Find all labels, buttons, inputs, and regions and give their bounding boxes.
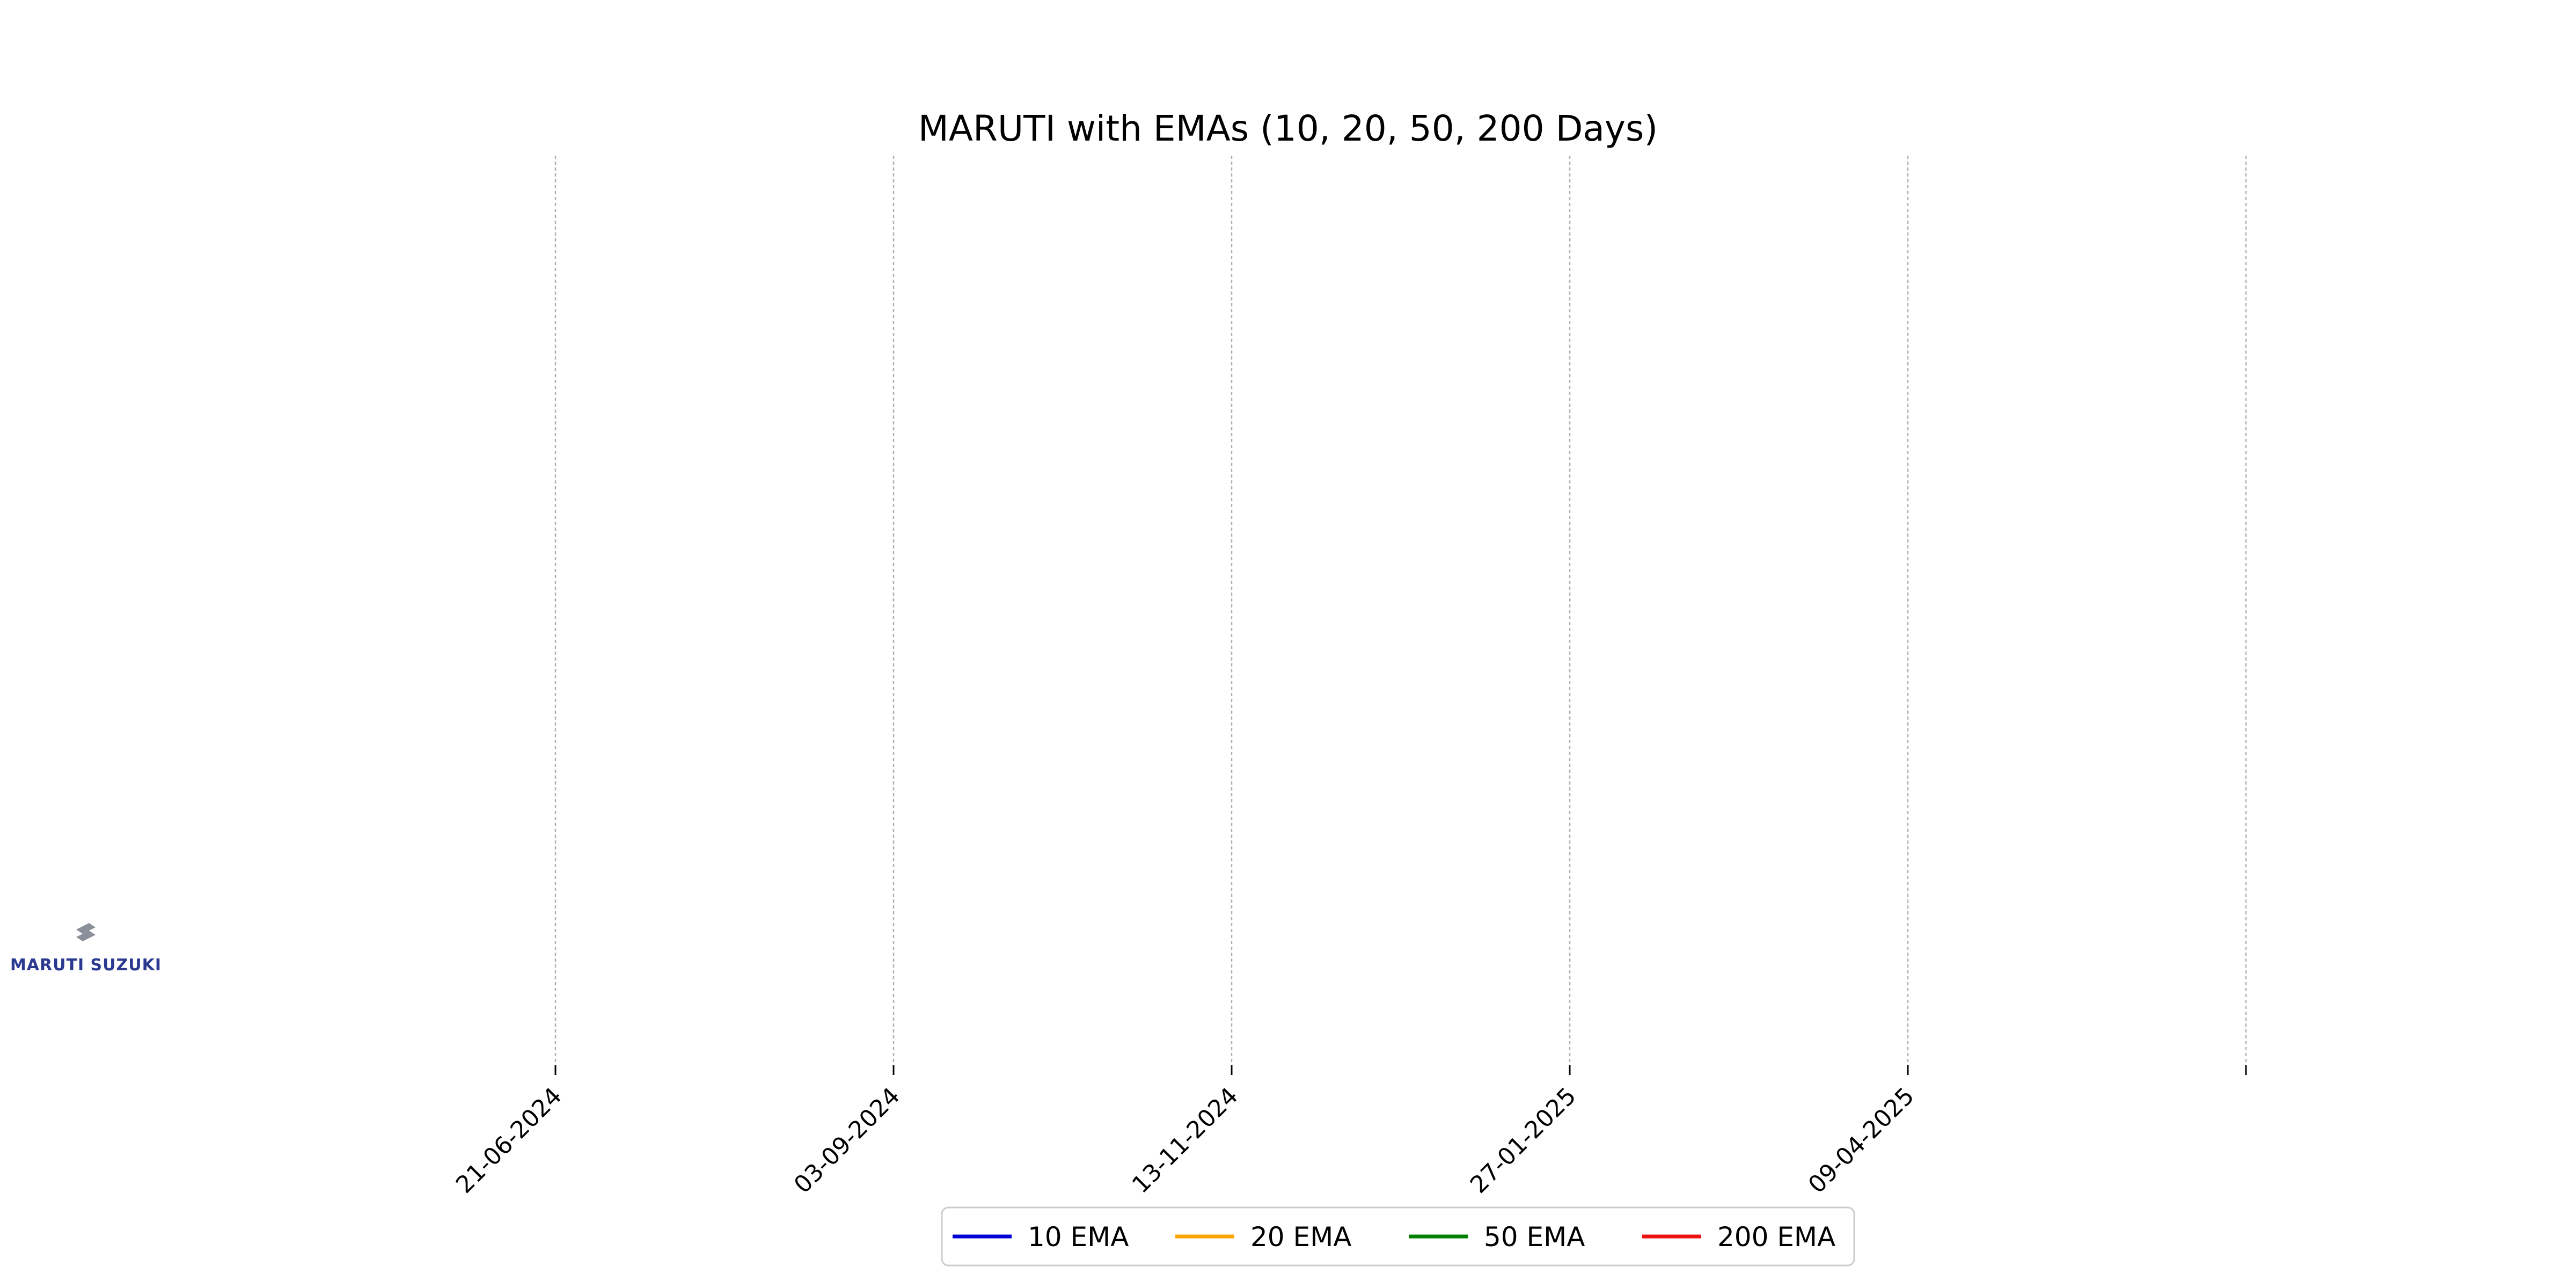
logo-text: MARUTI SUZUKI <box>10 956 162 975</box>
legend: 10 EMA 20 EMA 50 EMA 200 EMA <box>941 1206 1855 1267</box>
grid <box>554 156 2247 1068</box>
legend-label: 10 EMA <box>1028 1221 1129 1253</box>
chart-title: MARUTI with EMAs (10, 20, 50, 200 Days) <box>918 108 1658 149</box>
legend-label: 20 EMA <box>1250 1221 1351 1253</box>
x-tick-label: 21-06-2024 <box>451 1082 567 1199</box>
legend-label: 200 EMA <box>1717 1221 1835 1253</box>
x-tick-label: 27-01-2025 <box>1465 1082 1582 1199</box>
maruti-suzuki-logo: MARUTI SUZUKI <box>10 923 162 975</box>
x-tick-label: 13-11-2024 <box>1127 1082 1243 1199</box>
suzuki-s-logo-icon <box>76 923 96 941</box>
x-tick-label: 03-09-2024 <box>789 1082 905 1199</box>
axis-ticks: 11000115001200012500130001350021-06-2024… <box>451 1065 2247 1199</box>
legend-label: 50 EMA <box>1484 1221 1585 1253</box>
legend-box <box>941 1206 1855 1267</box>
x-tick-label: 09-04-2025 <box>1803 1082 1920 1199</box>
